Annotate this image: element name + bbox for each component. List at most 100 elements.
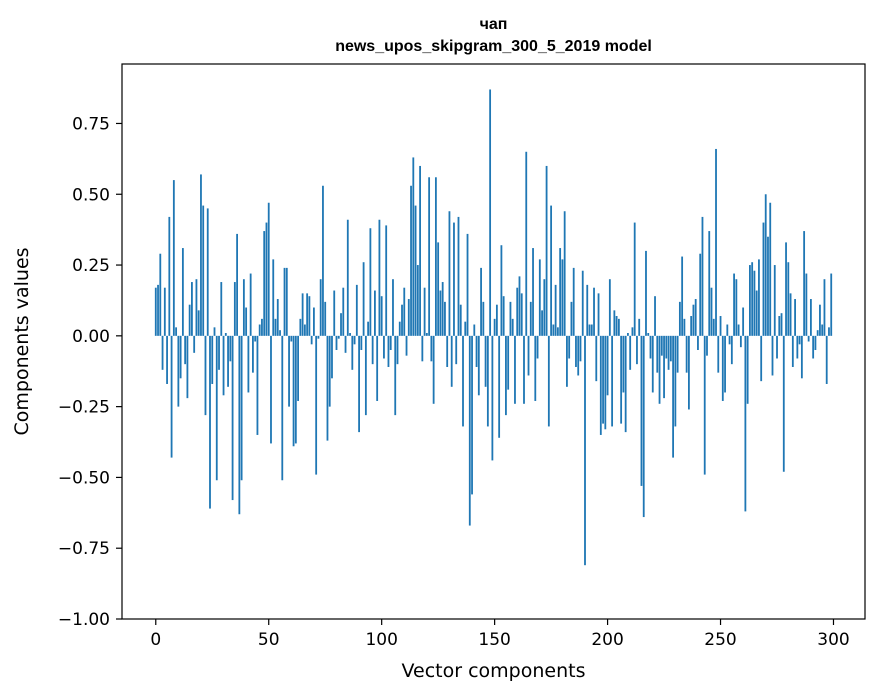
bar <box>416 265 419 336</box>
bar <box>803 231 806 336</box>
bar <box>608 279 611 336</box>
bar <box>168 216 171 336</box>
bar <box>715 148 717 336</box>
bar <box>383 335 385 359</box>
bar <box>489 89 492 336</box>
bar <box>672 335 674 458</box>
bar <box>568 335 571 359</box>
bar <box>751 262 754 336</box>
bar <box>231 335 234 501</box>
bar <box>333 290 336 336</box>
bar <box>240 335 243 481</box>
bar <box>261 318 263 336</box>
bar <box>771 335 774 376</box>
bar <box>717 335 720 373</box>
bar <box>667 335 670 370</box>
bar <box>374 290 376 336</box>
bar <box>627 333 629 336</box>
bar <box>453 222 455 336</box>
bar <box>794 299 796 336</box>
bar <box>755 290 758 336</box>
bar <box>778 316 781 336</box>
bar <box>782 335 785 472</box>
bar <box>654 296 656 336</box>
bar <box>265 222 268 336</box>
bar <box>328 335 331 407</box>
bar <box>602 335 604 424</box>
bar <box>486 335 489 427</box>
x-tick-label: 50 <box>258 630 280 650</box>
bar <box>157 284 159 336</box>
bar <box>267 202 270 336</box>
bar <box>606 335 609 396</box>
bar <box>484 335 487 387</box>
bar <box>405 335 408 356</box>
bar <box>552 324 555 336</box>
bar <box>807 335 810 342</box>
bar <box>678 301 681 336</box>
x-tick-label: 150 <box>478 630 510 650</box>
bar <box>353 335 356 345</box>
bar <box>310 335 313 345</box>
bar <box>676 335 679 373</box>
bar <box>444 301 446 336</box>
bar <box>204 335 207 416</box>
bar <box>308 296 311 336</box>
bar <box>270 335 272 444</box>
bar <box>319 279 322 336</box>
bar <box>520 293 523 336</box>
bar <box>658 335 661 404</box>
bar <box>495 304 498 336</box>
bar <box>690 316 693 336</box>
bar <box>556 327 559 336</box>
bar <box>224 333 227 336</box>
bar <box>376 335 379 401</box>
bar <box>692 304 695 336</box>
bar <box>769 202 772 336</box>
bar <box>733 273 735 336</box>
bar <box>767 236 769 336</box>
bar <box>358 335 360 433</box>
bar <box>749 265 751 336</box>
bar <box>242 279 245 336</box>
chart-title-line2: news_upos_skipgram_300_5_2019 model <box>335 38 652 55</box>
bar <box>288 335 290 407</box>
bar <box>624 335 627 433</box>
bar <box>480 267 482 336</box>
bar <box>337 335 340 339</box>
bar <box>642 335 645 518</box>
bar <box>706 335 708 356</box>
bar <box>726 324 729 336</box>
y-tick-label: 0.25 <box>72 256 110 276</box>
bar <box>595 335 598 382</box>
x-tick-label: 200 <box>591 630 623 650</box>
x-tick-label: 300 <box>817 630 849 650</box>
bar <box>197 310 200 336</box>
bar <box>317 335 320 339</box>
bar <box>773 265 776 336</box>
bar <box>554 284 557 336</box>
bar <box>491 335 494 461</box>
bar <box>428 177 431 336</box>
bar <box>297 335 299 401</box>
bars-group <box>154 89 833 566</box>
bar <box>636 335 638 365</box>
bar <box>543 279 546 336</box>
bar <box>245 307 248 336</box>
bar <box>597 293 600 336</box>
bar <box>787 262 790 336</box>
bar <box>538 259 541 336</box>
bar <box>703 335 706 475</box>
bar <box>550 205 553 336</box>
bar <box>800 335 803 379</box>
bar <box>529 301 532 336</box>
bar <box>392 279 394 336</box>
bar <box>193 335 196 353</box>
bar <box>437 242 440 336</box>
bar <box>412 157 415 336</box>
y-ticks: −1.00 −0.75 −0.50 −0.25 0.00 0.25 0.50 0.75 <box>58 114 122 630</box>
bar <box>796 335 799 359</box>
bar <box>712 318 715 336</box>
bar <box>389 335 392 350</box>
bar <box>760 335 763 382</box>
